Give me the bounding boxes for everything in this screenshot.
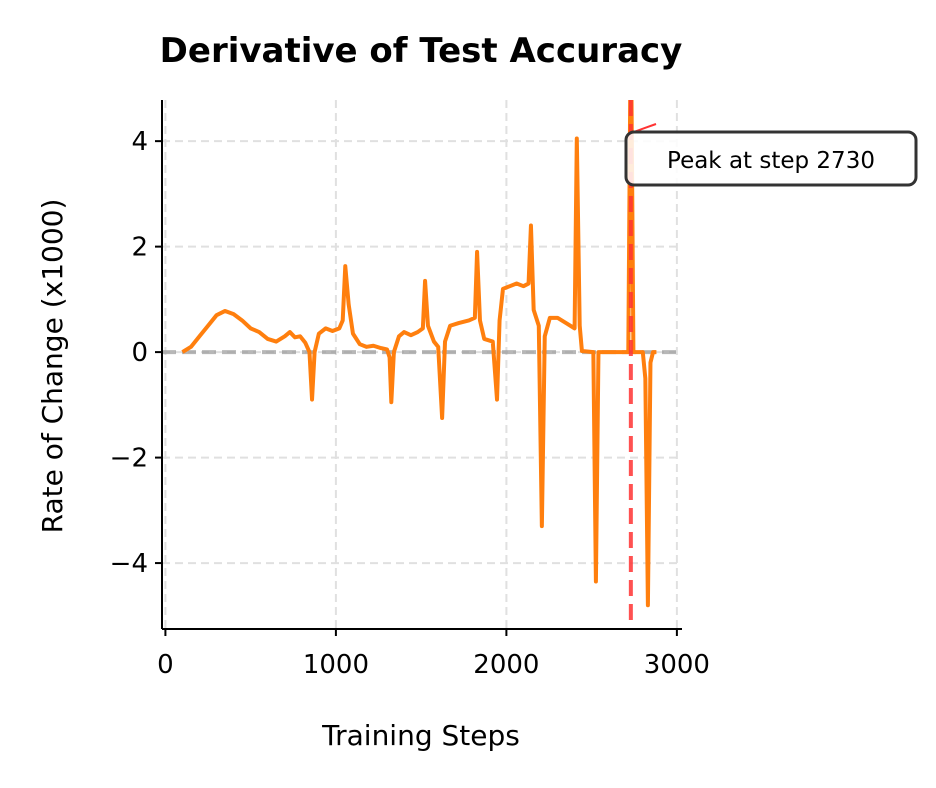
x-tick-label: 2000: [473, 650, 539, 680]
annotation-text: Peak at step 2730: [667, 148, 875, 174]
annotation-box: [624, 130, 918, 187]
y-tick-label: −2: [110, 444, 148, 474]
y-axis-label: Rate of Change (x1000): [36, 199, 69, 534]
x-tick-label: 3000: [644, 650, 710, 680]
x-tick-label: 0: [157, 650, 174, 680]
annotation: Peak at step 2730: [624, 123, 918, 187]
chart-title: Derivative of Test Accuracy: [160, 31, 683, 71]
series-line: [181, 100, 657, 608]
y-tick-label: 4: [131, 127, 148, 157]
y-tick-label: 2: [131, 233, 148, 263]
x-axis-label: Training Steps: [321, 719, 520, 752]
axes: 0 1000 2000 3000 −4 −2 0 2 4: [110, 100, 710, 680]
y-tick-label: 0: [131, 338, 148, 368]
grid: [162, 100, 682, 629]
plot-area: [162, 100, 682, 629]
x-tick-label: 1000: [303, 650, 369, 680]
y-tick-label: −4: [110, 549, 148, 579]
